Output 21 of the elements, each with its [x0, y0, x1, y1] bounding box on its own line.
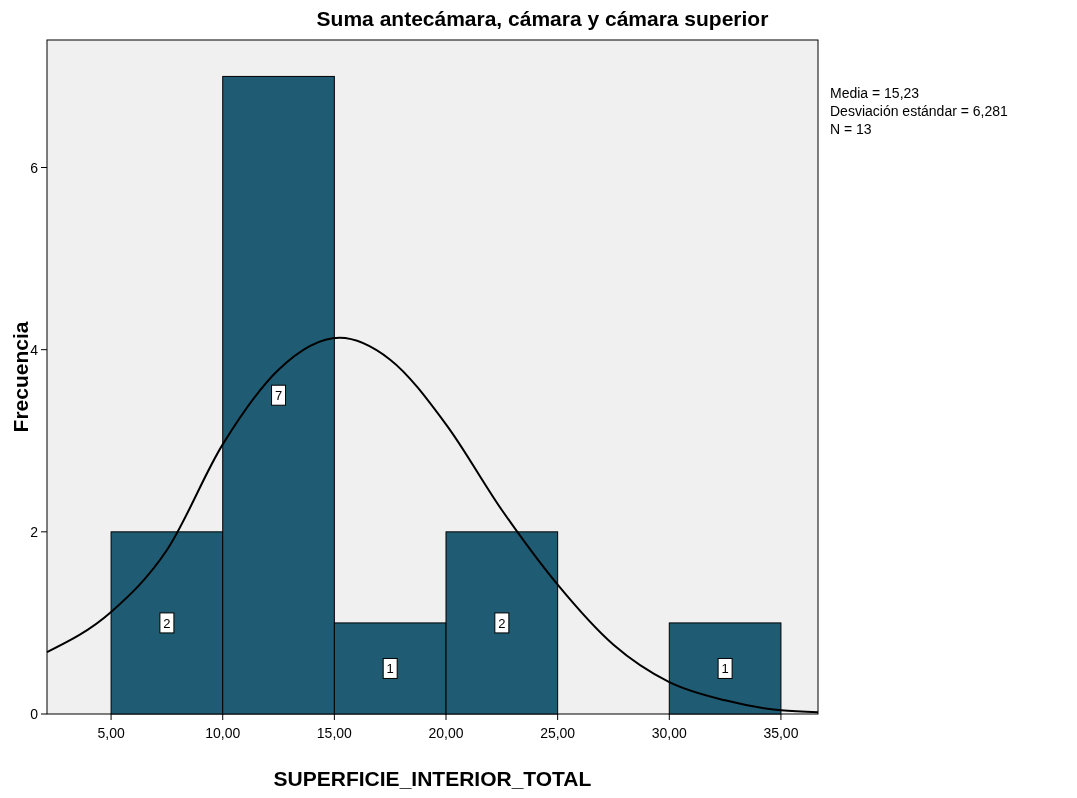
text: Desviación estándar = 6,281	[830, 103, 1009, 119]
x-tick-label: 15,00	[316, 725, 353, 741]
text: Media = 15,23	[830, 85, 920, 101]
x-tick-label: 35,00	[763, 725, 799, 741]
x-tick-label: 5,00	[97, 725, 125, 741]
data-label: 2	[163, 615, 171, 631]
x-tick-label: 25,00	[540, 725, 576, 741]
y-tick-label: 6	[30, 159, 39, 176]
y-tick-label: 0	[30, 706, 39, 722]
data-label: 7	[274, 388, 283, 404]
x-tick-label: 10,00	[205, 725, 241, 741]
data-label: 2	[498, 615, 506, 631]
x-tick-label: 20,00	[428, 725, 464, 741]
x-axis-title: SUPERFICIE_INTERIOR_TOTAL	[273, 767, 592, 790]
chart-title: Suma antecámara, cámara y cámara superior	[316, 7, 769, 30]
x-tick-label: 30,00	[651, 725, 688, 741]
data-label: 1	[721, 661, 729, 677]
text: N = 13	[830, 121, 872, 137]
data-label: 1	[386, 661, 394, 677]
y-tick-label: 2	[30, 523, 39, 540]
y-tick-label: 4	[30, 341, 39, 358]
